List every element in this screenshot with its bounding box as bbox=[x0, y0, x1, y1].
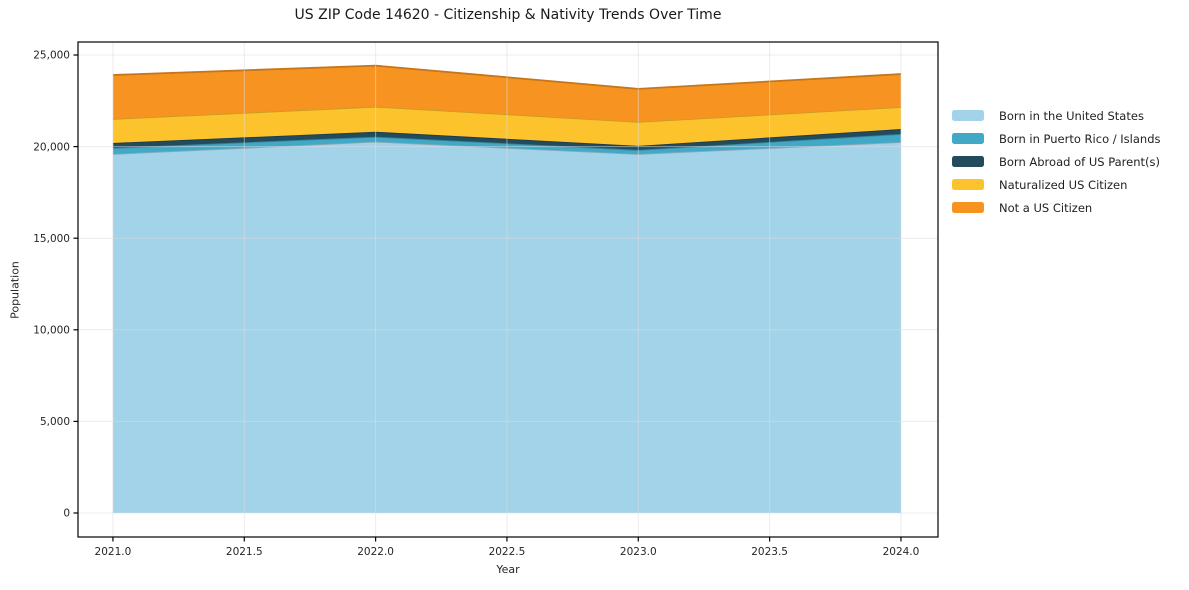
legend-swatch-naturalized-us-citizen bbox=[952, 179, 984, 190]
legend-item-not-a-us-citizen: Not a US Citizen bbox=[952, 196, 1161, 219]
y-tick-label: 0 bbox=[63, 508, 70, 520]
y-tick-label: 15,000 bbox=[33, 233, 70, 245]
chart-title: US ZIP Code 14620 - Citizenship & Nativi… bbox=[294, 7, 722, 23]
legend-label: Born in Puerto Rico / Islands bbox=[999, 131, 1161, 146]
x-tick-label: 2023.0 bbox=[620, 546, 657, 558]
y-tick-label: 25,000 bbox=[33, 50, 70, 62]
x-tick-label: 2021.5 bbox=[226, 546, 263, 558]
legend-item-born-in-the-united-states: Born in the United States bbox=[952, 104, 1161, 127]
x-tick-label: 2022.5 bbox=[489, 546, 526, 558]
legend-swatch-born-abroad-of-us-parent-s bbox=[952, 156, 984, 167]
legend: Born in the United States Born in Puerto … bbox=[952, 104, 1161, 219]
x-tick-label: 2022.0 bbox=[357, 546, 394, 558]
x-tick-label: 2021.0 bbox=[95, 546, 132, 558]
y-tick-label: 10,000 bbox=[33, 325, 70, 337]
legend-swatch-not-a-us-citizen bbox=[952, 202, 984, 213]
legend-item-naturalized-us-citizen: Naturalized US Citizen bbox=[952, 173, 1161, 196]
legend-swatch-born-in-puerto-rico-islands bbox=[952, 133, 984, 144]
x-tick-label: 2024.0 bbox=[883, 546, 920, 558]
legend-label: Born in the United States bbox=[999, 108, 1144, 123]
legend-item-born-abroad-of-us-parent-s: Born Abroad of US Parent(s) bbox=[952, 150, 1161, 173]
y-axis-title: Population bbox=[8, 261, 22, 319]
y-tick-label: 20,000 bbox=[33, 141, 70, 153]
legend-swatch-born-in-the-united-states bbox=[952, 110, 984, 121]
x-axis-title: Year bbox=[496, 563, 520, 576]
legend-label: Born Abroad of US Parent(s) bbox=[999, 154, 1160, 169]
legend-label: Not a US Citizen bbox=[999, 200, 1093, 215]
legend-label: Naturalized US Citizen bbox=[999, 177, 1128, 192]
legend-item-born-in-puerto-rico-islands: Born in Puerto Rico / Islands bbox=[952, 127, 1161, 150]
x-tick-label: 2023.5 bbox=[751, 546, 788, 558]
plot-frame bbox=[77, 41, 939, 538]
y-tick-label: 5,000 bbox=[40, 416, 70, 428]
